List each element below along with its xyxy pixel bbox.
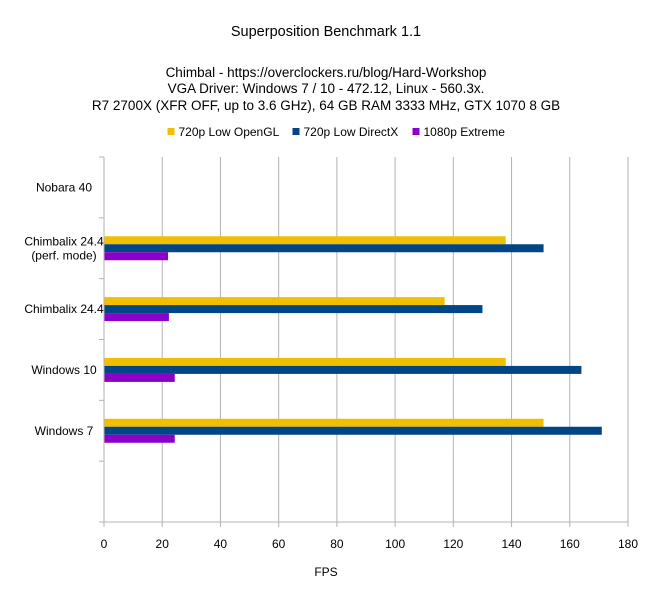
axes (99, 156, 629, 527)
bar (104, 236, 506, 245)
legend-swatch (412, 128, 420, 135)
x-tick-label: 180 (618, 537, 638, 551)
x-tick-label: 40 (214, 537, 228, 551)
x-tick-label: 60 (272, 537, 286, 551)
legend-label: 720p Low DirectX (304, 125, 399, 139)
chart-subtitle-line-2: VGA Driver: Windows 7 / 10 - 472.12, Lin… (168, 81, 485, 96)
x-tick-label: 20 (156, 537, 170, 551)
bar (104, 305, 483, 314)
bar (104, 313, 169, 322)
bar (104, 418, 544, 427)
category-label: Chimbalix 24.4 (24, 234, 104, 248)
x-tick-label: 0 (101, 537, 108, 551)
category-label: (perf. mode) (31, 248, 96, 262)
x-tick-label: 100 (385, 537, 405, 551)
chart-subtitle-line-3: R7 2700X (XFR OFF, up to 3.6 GHz), 64 GB… (92, 98, 560, 113)
x-axis-title: FPS (314, 565, 337, 579)
bar (104, 297, 445, 306)
category-label: Chimbalix 24.4 (24, 302, 104, 316)
bar (104, 252, 169, 261)
category-label: Windows 7 (35, 424, 94, 438)
bar (104, 357, 506, 366)
legend: 720p Low OpenGL 720p Low DirectX 1080p Ext… (167, 125, 506, 139)
bar (104, 434, 175, 443)
x-tick-label: 140 (502, 537, 522, 551)
x-tick-labels: 0 20 40 60 80 100 120 140 160 180 (101, 537, 639, 551)
category-label: Windows 10 (31, 363, 97, 377)
bars (104, 236, 602, 443)
bar (104, 373, 175, 382)
legend-label: 720p Low OpenGL (179, 125, 280, 139)
legend-swatch (292, 128, 300, 135)
chart-subtitle-line-1: Chimbal - https://overclockers.ru/blog/H… (166, 65, 487, 80)
chart-title: Superposition Benchmark 1.1 (231, 24, 421, 40)
bar (104, 244, 544, 253)
grid (161, 157, 629, 522)
bar (104, 365, 582, 374)
legend-swatch (167, 128, 175, 135)
legend-label: 1080p Extreme (424, 125, 506, 139)
x-tick-label: 160 (560, 537, 580, 551)
bar (104, 426, 602, 435)
x-tick-label: 120 (443, 537, 463, 551)
category-label: Nobara 40 (36, 180, 92, 194)
x-tick-label: 80 (330, 537, 344, 551)
